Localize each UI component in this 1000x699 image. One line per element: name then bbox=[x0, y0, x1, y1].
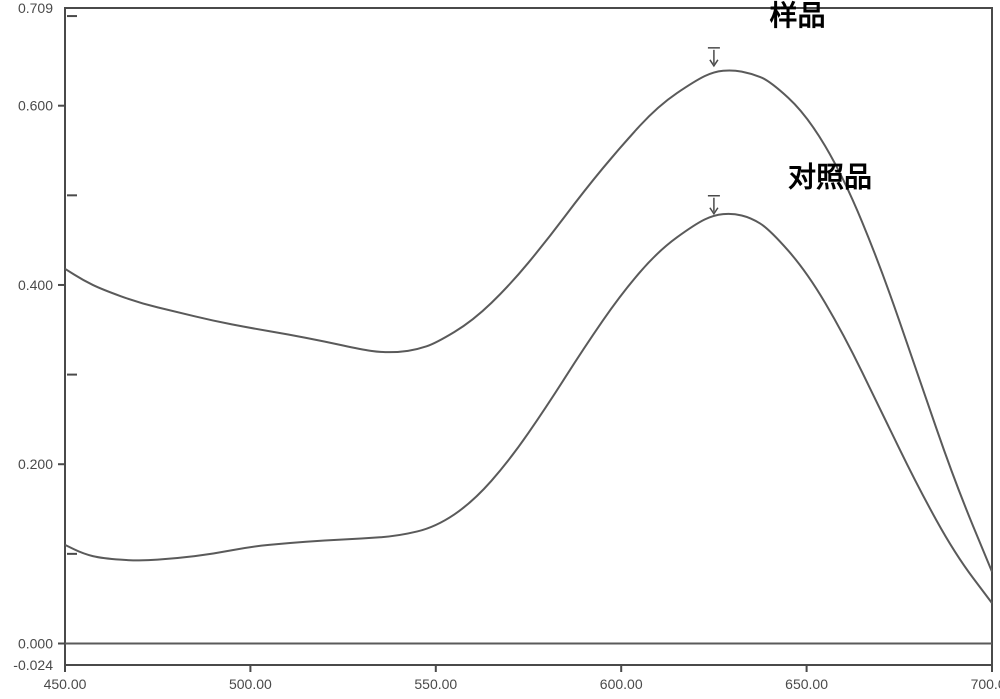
x-tick-label: 500.00 bbox=[229, 676, 272, 692]
x-tick-label: 550.00 bbox=[414, 676, 457, 692]
series-label-sample: 样品 bbox=[770, 0, 826, 31]
y-tick-label: 0.400 bbox=[18, 277, 53, 293]
y-tick-label: 0.600 bbox=[18, 98, 53, 114]
spectrum-chart: 450.00 500.00 550.00 600.00 650.00 700.00 0.00… bbox=[0, 0, 1000, 699]
x-tick-label: 600.00 bbox=[600, 676, 643, 692]
y-tick-label: 0.200 bbox=[18, 456, 53, 472]
x-tick-label: 650.00 bbox=[785, 676, 828, 692]
series-label-reference: 对照品 bbox=[788, 161, 872, 192]
y-tick-label: 0.000 bbox=[18, 635, 53, 651]
x-tick-label: 450.00 bbox=[44, 676, 87, 692]
chart-container: 450.00 500.00 550.00 600.00 650.00 700.00 0.00… bbox=[0, 0, 1000, 699]
y-top-label: 0.709 bbox=[18, 0, 53, 16]
y-bottom-label: -0.024 bbox=[13, 657, 53, 673]
x-tick-label: 700.00 bbox=[971, 676, 1000, 692]
